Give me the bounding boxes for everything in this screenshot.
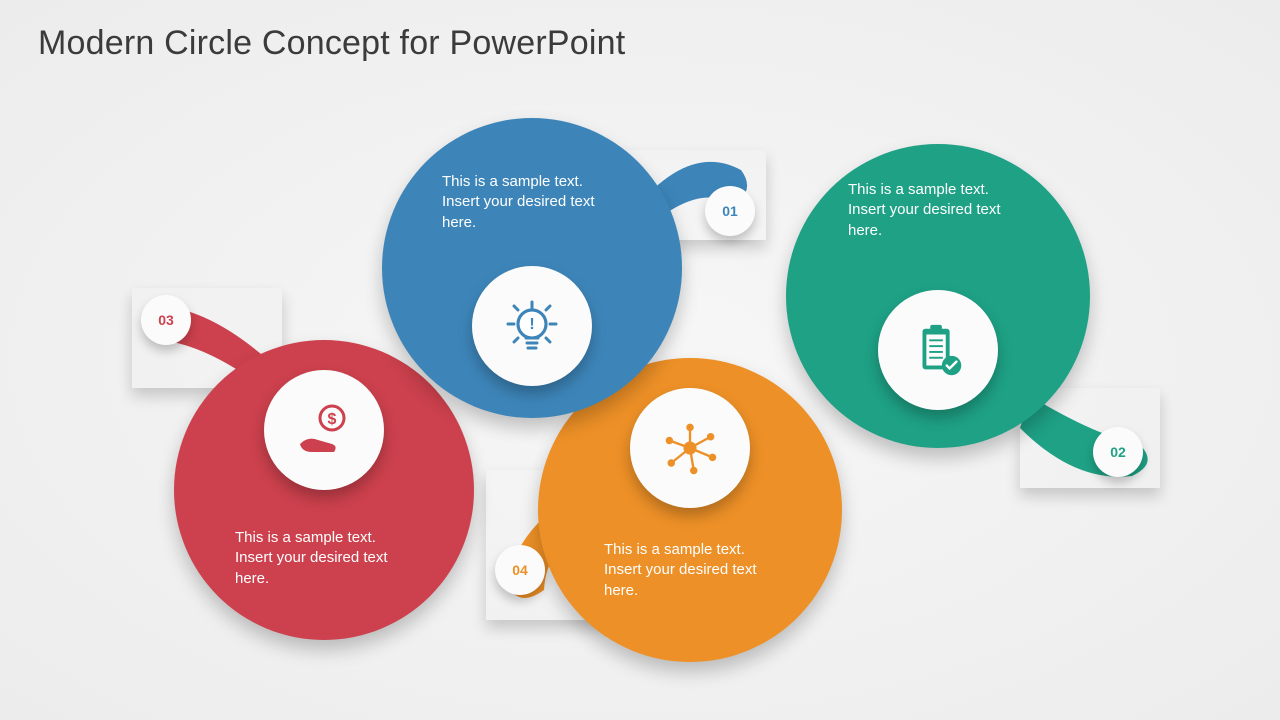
page-title: Modern Circle Concept for PowerPoint [38,24,625,63]
hand-dollar-icon: $ [292,398,356,462]
num-badge-01: 01 [705,186,755,236]
sample-text-teal: This is a sample text. Insert your desir… [848,180,1028,241]
num-badge-03: 03 [141,295,191,345]
num-badge-02: 02 [1093,427,1143,477]
clipboard-check-icon [907,319,969,381]
sample-text-blue: This is a sample text. Insert your desir… [442,172,622,233]
lightbulb-icon: ! [500,294,564,358]
network-icon [660,418,720,478]
sample-text-orange: This is a sample text. Insert your desir… [604,540,784,601]
icon-badge-teal [878,290,998,410]
icon-badge-blue: ! [472,266,592,386]
svg-text:!: ! [529,316,534,333]
icon-badge-red: $ [264,370,384,490]
icon-badge-orange [630,388,750,508]
num-badge-04: 04 [495,545,545,595]
svg-text:$: $ [328,411,337,428]
sample-text-red: This is a sample text. Insert your desir… [235,528,415,589]
